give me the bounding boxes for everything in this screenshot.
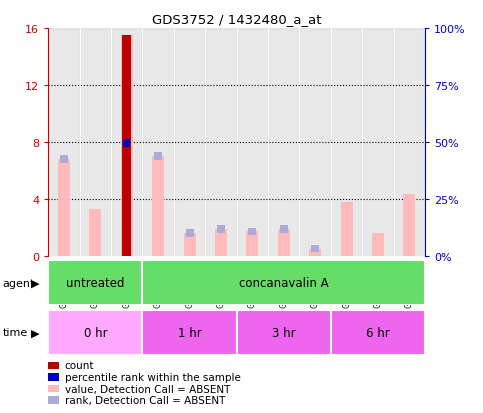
Text: rank, Detection Call = ABSENT: rank, Detection Call = ABSENT xyxy=(65,395,225,405)
Bar xyxy=(215,229,227,256)
Bar xyxy=(48,260,142,306)
Bar xyxy=(248,228,256,236)
Text: ▶: ▶ xyxy=(31,278,40,288)
Bar xyxy=(268,29,299,256)
Bar xyxy=(311,245,319,253)
Bar xyxy=(142,260,425,306)
Bar xyxy=(394,29,425,256)
Bar xyxy=(111,29,142,256)
Bar xyxy=(48,310,142,355)
Bar xyxy=(362,29,394,256)
Bar xyxy=(174,29,205,256)
Bar xyxy=(205,29,237,256)
Text: time: time xyxy=(2,328,28,337)
Bar xyxy=(89,209,101,256)
Bar xyxy=(341,202,353,256)
Text: agent: agent xyxy=(2,278,35,288)
Bar xyxy=(123,140,130,147)
Bar xyxy=(185,230,194,237)
Bar xyxy=(122,36,131,256)
Text: concanavalin A: concanavalin A xyxy=(239,276,328,290)
Text: percentile rank within the sample: percentile rank within the sample xyxy=(65,372,241,382)
Text: value, Detection Call = ABSENT: value, Detection Call = ABSENT xyxy=(65,384,230,394)
Bar xyxy=(331,310,425,355)
Bar xyxy=(80,29,111,256)
Bar xyxy=(154,153,162,161)
Bar xyxy=(299,29,331,256)
Text: 0 hr: 0 hr xyxy=(84,326,107,339)
Bar xyxy=(184,233,196,256)
Text: count: count xyxy=(65,361,94,370)
Bar xyxy=(152,157,164,256)
Bar xyxy=(278,229,290,256)
Bar xyxy=(217,225,225,233)
Text: untreated: untreated xyxy=(66,276,125,290)
Bar xyxy=(142,29,174,256)
Bar xyxy=(403,195,415,256)
Bar xyxy=(372,233,384,256)
Text: 3 hr: 3 hr xyxy=(272,326,296,339)
Bar xyxy=(237,29,268,256)
Text: 1 hr: 1 hr xyxy=(178,326,201,339)
Bar xyxy=(280,225,288,233)
Bar xyxy=(48,29,80,256)
Text: ▶: ▶ xyxy=(31,328,40,337)
Bar xyxy=(309,249,321,256)
Bar xyxy=(237,310,331,355)
Text: 6 hr: 6 hr xyxy=(366,326,390,339)
Bar xyxy=(60,156,68,164)
Bar xyxy=(142,310,237,355)
Bar xyxy=(246,232,258,256)
Bar xyxy=(331,29,362,256)
Bar xyxy=(58,159,70,256)
Title: GDS3752 / 1432480_a_at: GDS3752 / 1432480_a_at xyxy=(152,13,321,26)
Bar xyxy=(121,36,133,256)
